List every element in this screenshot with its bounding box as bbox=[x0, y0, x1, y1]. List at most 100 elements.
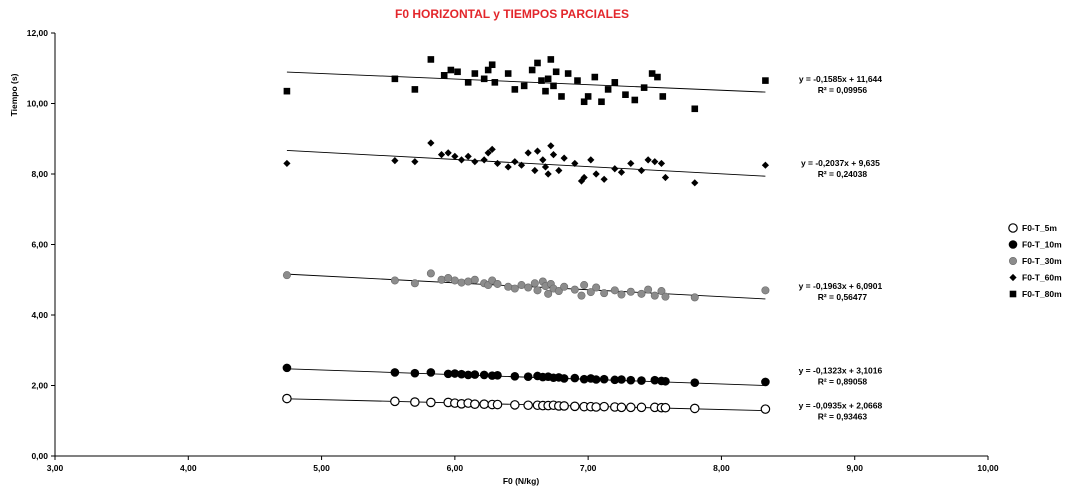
point-F0-T_5m bbox=[523, 400, 533, 411]
point-F0-T_60m bbox=[657, 159, 666, 168]
point-F0-T_10m bbox=[617, 375, 626, 384]
point-F0-T_80m bbox=[580, 98, 588, 106]
x-tick-label: 7,00 bbox=[580, 463, 597, 473]
point-F0-T_80m bbox=[484, 66, 492, 74]
point-F0-T_80m bbox=[544, 75, 552, 83]
point-F0-T_60m bbox=[592, 170, 600, 178]
point-F0-T_60m bbox=[691, 179, 699, 187]
point-F0-T_5m bbox=[760, 404, 771, 414]
point-F0-T_80m bbox=[584, 93, 592, 100]
point-F0-T_10m bbox=[637, 376, 646, 385]
point-F0-T_10m bbox=[463, 370, 473, 380]
x-axis-label: F0 (N/kg) bbox=[503, 476, 540, 486]
point-F0-T_10m bbox=[390, 368, 400, 377]
point-F0-T_5m bbox=[636, 402, 647, 413]
trendline-r2: R² = 0,09956 bbox=[818, 85, 868, 95]
point-F0-T_80m bbox=[464, 79, 472, 86]
chart-title: F0 HORIZONTAL y TIEMPOS PARCIALES bbox=[395, 7, 629, 21]
point-F0-T_10m bbox=[510, 372, 520, 381]
point-F0-T_10m bbox=[591, 375, 601, 384]
point-F0-T_10m bbox=[626, 375, 636, 385]
legend-marker-F0-T_80m bbox=[1009, 290, 1017, 298]
point-F0-T_60m bbox=[541, 163, 550, 171]
point-F0-T_10m bbox=[410, 368, 420, 378]
point-F0-T_5m bbox=[510, 400, 520, 410]
point-F0-T_80m bbox=[640, 84, 648, 91]
point-F0-T_60m bbox=[580, 173, 588, 182]
point-F0-T_80m bbox=[391, 75, 399, 83]
point-F0-T_60m bbox=[560, 154, 568, 162]
point-F0-T_5m bbox=[282, 393, 292, 404]
point-F0-T_30m bbox=[493, 279, 502, 288]
point-F0-T_30m bbox=[390, 276, 399, 285]
point-F0-T_60m bbox=[627, 159, 635, 168]
point-F0-T_60m bbox=[549, 151, 558, 159]
point-F0-T_10m bbox=[690, 378, 700, 387]
point-F0-T_80m bbox=[542, 87, 549, 95]
point-F0-T_30m bbox=[661, 292, 670, 301]
legend-label: F0-T_30m bbox=[1022, 256, 1062, 266]
point-F0-T_80m bbox=[520, 82, 528, 90]
trendline-r2: R² = 0,56477 bbox=[818, 292, 868, 302]
point-F0-T_30m bbox=[530, 279, 539, 288]
point-F0-T_10m bbox=[579, 374, 589, 384]
point-F0-T_30m bbox=[517, 281, 526, 290]
y-axis-label: Tiempo (s) bbox=[9, 73, 19, 116]
point-F0-T_30m bbox=[504, 282, 513, 291]
point-F0-T_5m bbox=[390, 396, 400, 407]
x-tick-label: 4,00 bbox=[180, 463, 197, 473]
point-F0-T_10m bbox=[470, 370, 480, 379]
point-F0-T_30m bbox=[637, 289, 646, 298]
trendline-equation: y = -0,1585x + 11,644 bbox=[799, 74, 882, 84]
point-F0-T_10m bbox=[559, 374, 569, 383]
point-F0-T_80m bbox=[552, 68, 560, 76]
point-F0-T_30m bbox=[617, 290, 626, 299]
point-F0-T_80m bbox=[283, 87, 291, 95]
point-F0-T_10m bbox=[610, 375, 620, 385]
y-tick-label: 10,00 bbox=[27, 99, 49, 109]
trendline-equation: y = -0,1963x + 6,0901 bbox=[799, 281, 883, 291]
point-F0-T_5m bbox=[689, 403, 700, 414]
point-F0-T_60m bbox=[761, 161, 770, 169]
point-F0-T_60m bbox=[587, 156, 595, 164]
point-F0-T_80m bbox=[538, 77, 545, 84]
point-F0-T_60m bbox=[539, 156, 547, 164]
point-F0-T_80m bbox=[480, 75, 488, 83]
point-F0-T_30m bbox=[650, 291, 659, 300]
point-F0-T_60m bbox=[637, 166, 646, 175]
point-F0-T_10m bbox=[493, 370, 502, 380]
trendline-equation: y = -0,2037x + 9,635 bbox=[801, 158, 880, 168]
point-F0-T_30m bbox=[470, 275, 479, 284]
point-F0-T_80m bbox=[528, 66, 536, 74]
x-tick-label: 8,00 bbox=[713, 463, 730, 473]
point-F0-T_30m bbox=[533, 286, 542, 295]
point-F0-T_10m bbox=[457, 369, 466, 379]
point-F0-T_5m bbox=[625, 402, 636, 413]
trendline-equation: y = -0,0935x + 2,0668 bbox=[799, 401, 883, 411]
point-F0-T_80m bbox=[547, 56, 555, 63]
point-F0-T_80m bbox=[488, 61, 496, 69]
point-F0-T_80m bbox=[534, 59, 541, 67]
point-F0-T_30m bbox=[450, 276, 459, 285]
point-F0-T_80m bbox=[440, 72, 448, 79]
point-F0-T_80m bbox=[622, 91, 629, 98]
y-tick-label: 0,00 bbox=[31, 451, 48, 461]
x-tick-label: 3,00 bbox=[47, 463, 64, 473]
point-F0-T_60m bbox=[484, 149, 492, 157]
data-points bbox=[282, 56, 771, 414]
point-F0-T_80m bbox=[550, 82, 557, 90]
point-F0-T_80m bbox=[691, 105, 699, 113]
point-F0-T_30m bbox=[457, 278, 466, 287]
legend-marker-F0-T_10m bbox=[1008, 240, 1018, 249]
trendline-F0-T_60m bbox=[286, 149, 766, 177]
trendline-F0-T_80m bbox=[286, 71, 766, 93]
y-tick-label: 8,00 bbox=[31, 169, 48, 179]
point-F0-T_80m bbox=[504, 70, 512, 77]
point-F0-T_30m bbox=[592, 283, 601, 292]
point-F0-T_5m bbox=[426, 397, 436, 408]
x-axis-ticks: 3,00 4,00 5,00 6,00 7,00 8,00 9,00 10,00 bbox=[47, 456, 999, 473]
point-F0-T_10m bbox=[479, 370, 489, 380]
point-F0-T_5m bbox=[479, 399, 489, 409]
point-F0-T_80m bbox=[471, 70, 479, 77]
